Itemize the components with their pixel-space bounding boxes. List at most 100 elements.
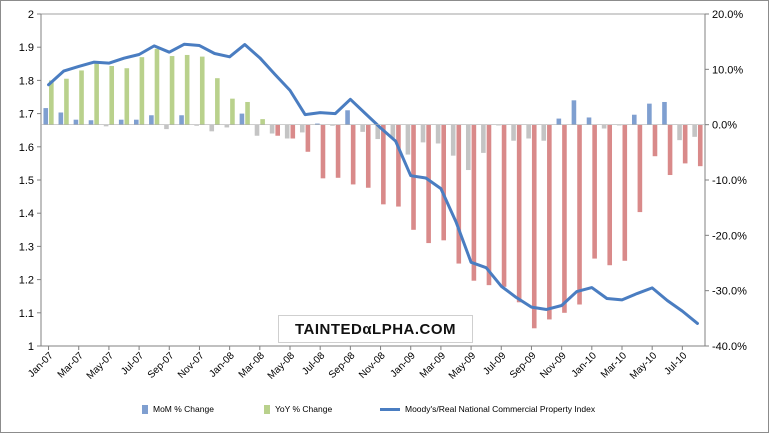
- mom-bar: [465, 124, 471, 171]
- yoy-bar: [245, 101, 250, 125]
- legend: MoM % Change YoY % Change Moody's/Real N…: [0, 404, 769, 422]
- mom-bar: [526, 124, 531, 139]
- yoy-bar: [652, 124, 658, 157]
- yoy-bar: [49, 80, 54, 125]
- yoy-bar: [290, 124, 296, 139]
- yoy-bar: [154, 48, 160, 125]
- mom-bar: [375, 124, 381, 140]
- x-tick-label: Mar-09: [418, 350, 448, 380]
- yoy-bar: [501, 124, 507, 287]
- right-axis-labels: 20.0% 10.0% 0.0% -10.0% -20.0% -30.0% -40.0%: [712, 9, 747, 353]
- legend-swatch-mom: [142, 404, 148, 414]
- mom-bar: [601, 124, 607, 129]
- legend-label-mom: MoM % Change: [153, 404, 214, 414]
- mom-bar: [631, 114, 637, 125]
- yoy-bar: [622, 124, 628, 261]
- mom-bar: [254, 124, 260, 136]
- yoy-bar: [94, 61, 99, 125]
- x-tick-label: May-08: [266, 350, 298, 382]
- index-line: [47, 42, 699, 325]
- x-tick-label: Nov-08: [357, 350, 388, 381]
- mom-bar: [209, 124, 215, 132]
- x-tick-label: Mar-08: [237, 350, 267, 380]
- left-tick-label: 1.9: [19, 42, 34, 54]
- mom-bar: [315, 123, 320, 125]
- yoy-bar: [682, 124, 688, 164]
- mom-bar: [586, 117, 592, 125]
- right-tick-label: -40.0%: [712, 341, 747, 353]
- mom-bar: [692, 124, 697, 137]
- yoy-bar: [275, 124, 281, 136]
- yoy-bar: [79, 70, 84, 125]
- x-tick-label: Jul-10: [662, 350, 689, 377]
- x-tick-label: Jan-07: [26, 350, 56, 380]
- x-tick-label: Sep-08: [327, 350, 358, 381]
- mom-bar: [194, 124, 199, 126]
- x-tick-label: Mar-10: [599, 350, 629, 380]
- x-tick-label: May-07: [85, 350, 117, 382]
- right-tick-label: -30.0%: [712, 286, 747, 298]
- yoy-bar: [124, 68, 130, 125]
- mom-bar: [73, 119, 79, 125]
- yoy-bar: [199, 56, 205, 125]
- mom-bar: [345, 110, 350, 125]
- right-tick-label: -20.0%: [712, 230, 747, 242]
- legend-item-index: Moody's/Real National Commercial Propert…: [380, 404, 595, 414]
- yoy-bar: [365, 124, 371, 188]
- mom-bar: [330, 124, 335, 126]
- left-tick-label: 1.1: [19, 308, 34, 320]
- mom-bar: [179, 115, 184, 125]
- x-tick-label: Jul-07: [119, 350, 146, 377]
- mom-bar: [390, 124, 396, 138]
- right-tick-label: 0.0%: [712, 120, 737, 132]
- yoy-bar: [531, 124, 537, 329]
- watermark-text: TAINTEDαLPHA.COM: [294, 320, 457, 338]
- yoy-bar: [320, 124, 326, 179]
- yoy-bar: [64, 78, 69, 125]
- yoy-bar: [139, 57, 145, 125]
- mom-bar: [450, 124, 456, 156]
- x-tick-label: Jan-08: [207, 350, 237, 380]
- yoy-bar: [260, 119, 265, 125]
- legend-swatch-index: [380, 407, 400, 411]
- yoy-bar: [607, 124, 613, 266]
- mom-bar: [511, 124, 516, 141]
- mom-bar: [496, 124, 501, 126]
- yoy-bar: [516, 124, 522, 303]
- yoy-bar: [335, 124, 341, 178]
- x-tick-label: Jan-09: [388, 350, 418, 380]
- mom-bar: [269, 124, 275, 134]
- right-tick-label: 20.0%: [712, 9, 743, 21]
- mom-bar: [420, 124, 426, 143]
- axes: [37, 13, 709, 350]
- mom-bar: [239, 113, 245, 125]
- yoy-bar: [396, 124, 401, 207]
- mom-bar: [88, 120, 94, 125]
- mom-bar: [481, 124, 486, 153]
- x-tick-label: Jul-09: [481, 350, 508, 377]
- x-tick-label: Jul-08: [300, 350, 327, 377]
- yoy-bar: [697, 124, 703, 167]
- yoy-bar: [230, 98, 235, 125]
- mom-bar: [103, 124, 109, 127]
- yoy-bar: [471, 124, 477, 281]
- yoy-bar: [577, 124, 582, 305]
- x-tick-label: Sep-07: [146, 350, 177, 381]
- bar-series: [43, 48, 703, 329]
- mom-bar: [43, 108, 49, 125]
- mom-bar: [149, 115, 154, 125]
- watermark-logo: TAINTEDαLPHA.COM: [278, 315, 473, 343]
- legend-label-index: Moody's/Real National Commercial Propert…: [405, 404, 596, 414]
- mom-bar: [118, 119, 124, 125]
- x-tick-label: Sep-09: [508, 350, 539, 381]
- mom-bar: [541, 124, 547, 141]
- yoy-bar: [547, 124, 552, 320]
- mom-bar: [616, 124, 622, 126]
- legend-item-yoy: YoY % Change: [264, 404, 332, 414]
- left-tick-label: 1.6: [19, 142, 34, 154]
- yoy-bar: [441, 124, 447, 241]
- yoy-bar: [184, 54, 190, 125]
- yoy-bar: [592, 124, 597, 259]
- mom-bar: [164, 124, 169, 130]
